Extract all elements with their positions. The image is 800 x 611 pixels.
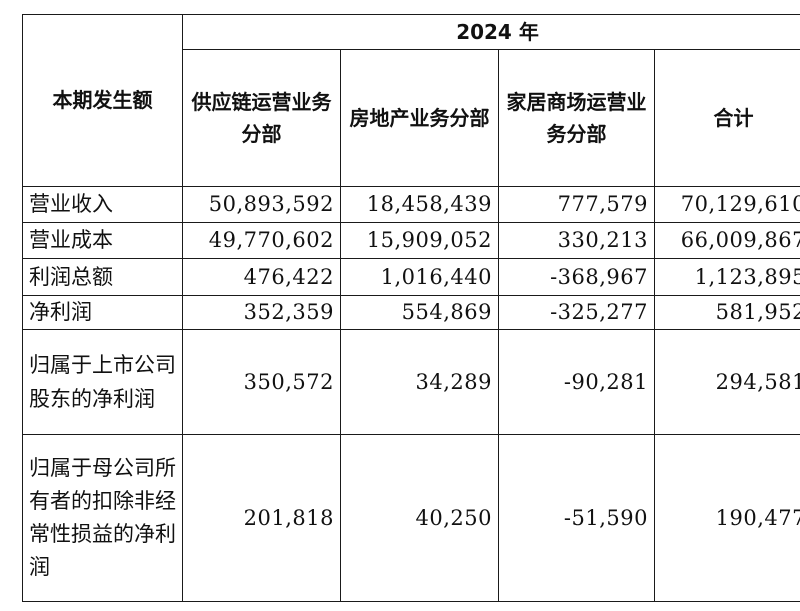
column-header-total: 合计 [653,49,800,187]
table-cell: 66,009,867 [653,222,800,259]
row-label: 归属于上市公司股东的净利润 [22,329,183,435]
row-label: 净利润 [22,295,183,330]
table-cell: 201,818 [182,434,341,602]
row-label: 营业收入 [22,186,183,223]
table-cell: 330,213 [498,222,655,259]
table-row: 净利润 352,359 554,869 -325,277 581,952 [22,295,800,330]
table-cell: -90,281 [498,329,655,435]
table-cell: 350,572 [182,329,341,435]
table-cell: -368,967 [498,258,655,296]
corner-header: 本期发生额 [22,14,183,187]
table-cell: 1,123,895 [653,258,800,296]
table-row: 营业成本 49,770,602 15,909,052 330,213 66,00… [22,222,800,259]
segment-financial-table: 本期发生额 2024 年 供应链运营业务分部 房地产业务分部 家居商场运营业务分… [22,14,800,602]
table-cell: 554,869 [340,295,499,330]
table-cell: -325,277 [498,295,655,330]
table-cell: 18,458,439 [340,186,499,223]
table-row: 归属于上市公司股东的净利润 350,572 34,289 -90,281 294… [22,329,800,435]
table-cell: 476,422 [182,258,341,296]
row-label: 利润总额 [22,258,183,296]
table-cell: 40,250 [340,434,499,602]
table-cell: 294,581 [653,329,800,435]
table-cell: 70,129,610 [653,186,800,223]
table-cell: 49,770,602 [182,222,341,259]
table-cell: 34,289 [340,329,499,435]
table-cell: 777,579 [498,186,655,223]
year-header: 2024 年 [181,14,800,50]
column-header-real-estate: 房地产业务分部 [340,49,499,187]
table-row: 营业收入 50,893,592 18,458,439 777,579 70,12… [22,186,800,223]
table-row: 归属于母公司所有者的扣除非经常性损益的净利润 201,818 40,250 -5… [22,434,800,602]
column-header-supply-chain: 供应链运营业务分部 [182,49,341,187]
table-cell: 581,952 [653,295,800,330]
table-cell: 15,909,052 [340,222,499,259]
row-label: 营业成本 [22,222,183,259]
financial-table-sheet: 本期发生额 2024 年 供应链运营业务分部 房地产业务分部 家居商场运营业务分… [22,14,800,611]
table-cell: 190,477 [653,434,800,602]
table-cell: 50,893,592 [182,186,341,223]
table-cell: 352,359 [182,295,341,330]
table-cell: -51,590 [498,434,655,602]
table-row: 利润总额 476,422 1,016,440 -368,967 1,123,89… [22,258,800,296]
column-header-home-mall: 家居商场运营业务分部 [498,49,655,187]
row-label: 归属于母公司所有者的扣除非经常性损益的净利润 [22,434,183,602]
table-cell: 1,016,440 [340,258,499,296]
